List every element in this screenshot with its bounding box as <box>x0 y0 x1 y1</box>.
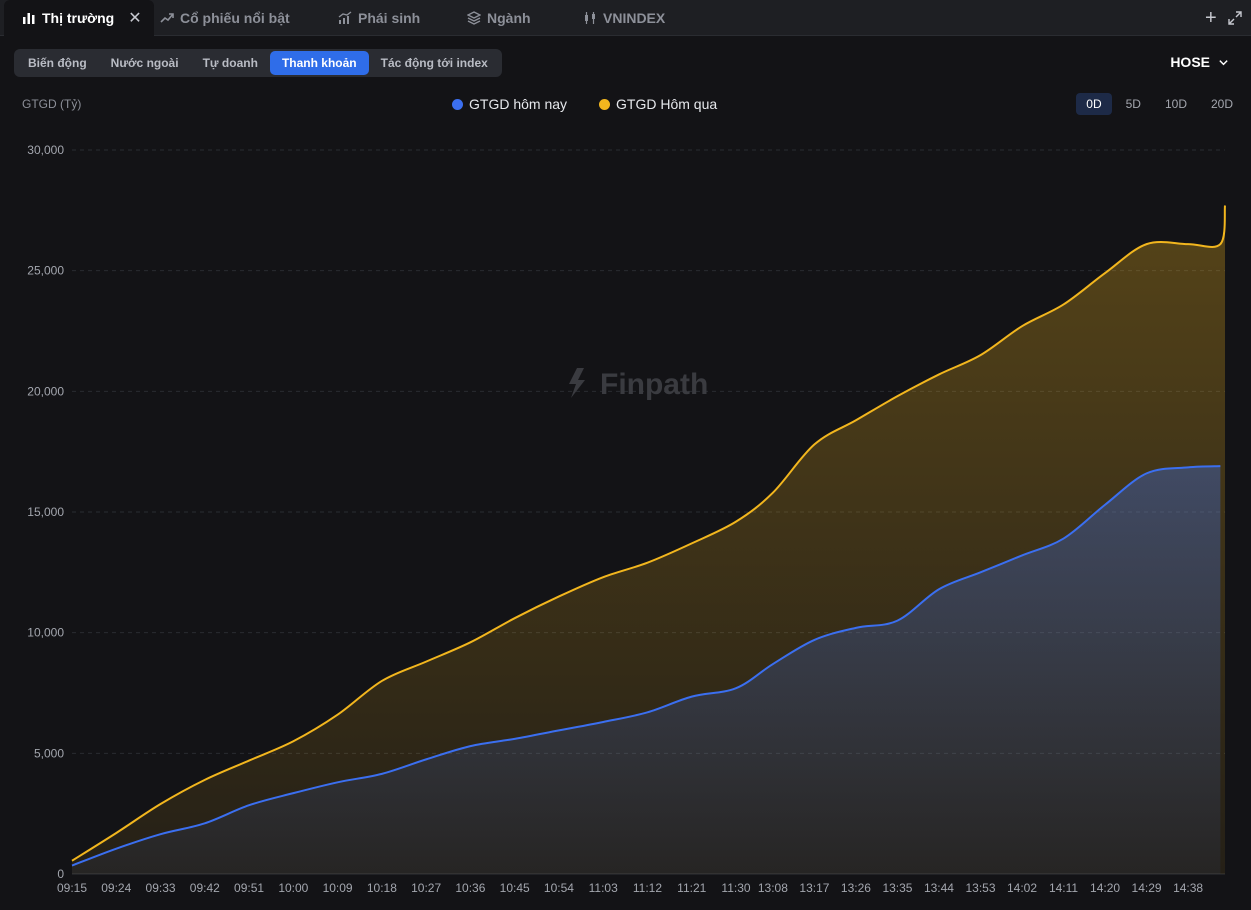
x-tick-label: 09:24 <box>101 881 131 895</box>
expand-icon[interactable] <box>1228 11 1242 25</box>
exchange-select[interactable]: HOSE <box>1170 54 1229 70</box>
x-tick-label: 14:02 <box>1007 881 1037 895</box>
y-tick-label: 25,000 <box>27 264 64 278</box>
y-tick-label: 0 <box>57 867 64 881</box>
series-line-today <box>71 465 1221 867</box>
chart-growth-icon <box>338 11 352 24</box>
legend-label-today: GTGD hôm nay <box>469 96 568 112</box>
range-selector: 0D 5D 10D 20D <box>1076 93 1243 115</box>
x-tick-label: 11:12 <box>633 881 662 895</box>
range-20d[interactable]: 20D <box>1210 97 1233 111</box>
x-tick-label: 09:51 <box>234 881 264 895</box>
chart-legend: GTGD hôm nay GTGD Hôm qua <box>452 96 717 112</box>
bar-chart-icon <box>23 13 35 24</box>
x-tick-label: 13:17 <box>799 881 829 895</box>
x-tick-label: 14:29 <box>1132 881 1162 895</box>
subtab-nuoc-ngoai[interactable]: Nước ngoài <box>110 56 179 70</box>
candlestick-icon <box>585 12 595 24</box>
x-tick-label: 10:36 <box>455 881 485 895</box>
x-tick-label: 13:44 <box>924 881 954 895</box>
x-tick-label: 09:15 <box>57 881 87 895</box>
x-tick-label: 13:35 <box>882 881 912 895</box>
x-tick-label: 09:42 <box>190 881 220 895</box>
series-line-yesterday <box>71 205 1226 862</box>
y-tick-label: 20,000 <box>27 384 64 398</box>
range-5d[interactable]: 5D <box>1125 97 1141 111</box>
add-tab-icon[interactable]: + <box>1205 7 1217 29</box>
x-tick-label: 13:53 <box>965 881 995 895</box>
close-icon[interactable]: ✕ <box>128 10 142 27</box>
tab-co-phieu-noi-bat[interactable]: Cổ phiếu nổi bật <box>160 0 290 36</box>
legend-today[interactable]: GTGD hôm nay <box>452 96 567 112</box>
range-10d[interactable]: 10D <box>1164 97 1187 111</box>
series-area-today <box>72 466 1221 874</box>
subtab-tu-doanh[interactable]: Tự doanh <box>202 56 258 70</box>
subtab-group: Biến động Nước ngoài Tự doanh Thanh khoả… <box>14 49 502 77</box>
range-0d[interactable]: 0D <box>1076 93 1112 115</box>
tab-thi-truong[interactable]: Thị trường ✕ <box>4 0 154 36</box>
x-tick-label: 10:18 <box>367 881 397 895</box>
x-tick-label: 10:00 <box>278 881 308 895</box>
x-tick-label: 13:26 <box>841 881 871 895</box>
x-tick-label: 14:38 <box>1173 881 1203 895</box>
tab-vnindex[interactable]: VNINDEX <box>583 0 665 36</box>
legend-yesterday[interactable]: GTGD Hôm qua <box>599 96 717 112</box>
x-tick-label: 11:21 <box>677 881 706 895</box>
x-tick-label: 10:09 <box>323 881 353 895</box>
tab-nganh[interactable]: Ngành <box>467 0 531 36</box>
watermark-text: Finpath <box>600 368 708 401</box>
tab-label: Thị trường <box>42 10 115 26</box>
y-tick-label: 30,000 <box>27 143 64 157</box>
y-axis-label: GTGD (Tỷ) <box>22 97 82 111</box>
x-tick-label: 10:45 <box>500 881 530 895</box>
chevron-down-icon <box>1219 59 1228 65</box>
x-tick-label: 09:33 <box>146 881 176 895</box>
exchange-value: HOSE <box>1170 54 1210 70</box>
y-tick-label: 15,000 <box>27 505 64 519</box>
subtab-thanh-khoan[interactable]: Thanh khoản <box>269 51 369 75</box>
tab-label: VNINDEX <box>603 10 666 26</box>
x-tick-label: 11:03 <box>589 881 618 895</box>
y-tick-label: 5,000 <box>34 746 64 760</box>
subtab-tac-dong-toi-index[interactable]: Tác động tới index <box>380 56 488 70</box>
tab-label: Phái sinh <box>358 10 421 26</box>
finpath-logo-icon <box>569 368 585 398</box>
x-tick-label: 11:30 <box>721 881 750 895</box>
x-tick-label: 13:08 <box>758 881 788 895</box>
legend-label-yesterday: GTGD Hôm qua <box>616 96 718 112</box>
x-tick-label: 10:27 <box>411 881 441 895</box>
x-tick-label: 14:20 <box>1090 881 1120 895</box>
top-tab-bar: Thị trường ✕ Cổ phiếu nổi bật Phái sinh … <box>0 0 1251 36</box>
tab-label: Cổ phiếu nổi bật <box>180 10 290 26</box>
legend-dot-today <box>452 98 463 110</box>
legend-dot-yesterday <box>599 98 611 110</box>
layers-icon <box>467 11 481 25</box>
x-tick-label: 14:11 <box>1049 881 1078 895</box>
y-tick-label: 10,000 <box>27 626 64 640</box>
trending-up-icon <box>160 13 174 23</box>
tab-phai-sinh[interactable]: Phái sinh <box>338 0 420 36</box>
tab-label: Ngành <box>487 10 531 26</box>
subtab-bien-dong[interactable]: Biến động <box>28 56 87 70</box>
x-tick-label: 10:54 <box>544 881 574 895</box>
